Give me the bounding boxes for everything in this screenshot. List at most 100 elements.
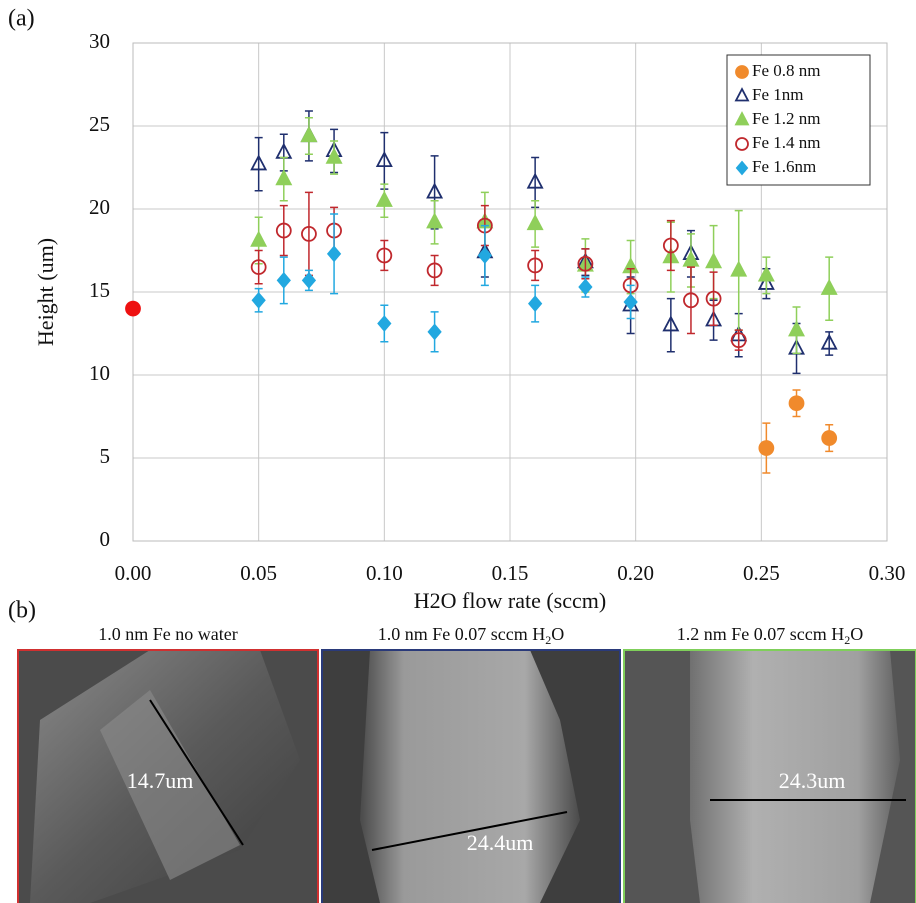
x-tick-label: 0.05 bbox=[240, 561, 277, 585]
caption-part: 2 bbox=[844, 633, 850, 647]
error-bar bbox=[666, 219, 675, 272]
point bbox=[477, 247, 492, 264]
point bbox=[427, 323, 442, 341]
point bbox=[250, 154, 268, 171]
point bbox=[730, 332, 747, 349]
point bbox=[820, 278, 838, 295]
legend-marker bbox=[734, 87, 750, 102]
point bbox=[250, 230, 268, 247]
legend-marker bbox=[735, 137, 749, 151]
point bbox=[705, 290, 722, 307]
caption-part: 2 bbox=[545, 633, 551, 647]
point bbox=[250, 259, 267, 276]
point bbox=[526, 172, 544, 189]
point bbox=[820, 333, 838, 350]
legend-label: Fe 1.6nm bbox=[752, 157, 816, 176]
point bbox=[426, 262, 443, 279]
sem-image bbox=[624, 650, 916, 903]
image-border bbox=[17, 649, 319, 903]
caption-part: O bbox=[551, 624, 564, 644]
error-bar bbox=[430, 254, 439, 287]
legend-marker bbox=[734, 111, 750, 126]
point bbox=[276, 271, 291, 289]
caption-part: 1.2 nm Fe 0.07 sccm H bbox=[677, 624, 844, 644]
point bbox=[426, 182, 444, 199]
point bbox=[662, 237, 679, 254]
point bbox=[375, 150, 393, 168]
x-tick-label: 0.30 bbox=[869, 561, 906, 585]
point bbox=[578, 278, 593, 296]
error-bar bbox=[531, 249, 540, 282]
sem-image bbox=[322, 650, 620, 903]
caption-part: O bbox=[850, 624, 863, 644]
point bbox=[577, 255, 594, 272]
sem-image bbox=[18, 650, 318, 903]
x-axis-label: H2O flow rate (sccm) bbox=[414, 588, 606, 613]
y-tick-label: 10 bbox=[89, 361, 110, 385]
error-bar bbox=[531, 156, 540, 209]
legend-label: Fe 1.2 nm bbox=[752, 109, 820, 128]
error-bar bbox=[380, 131, 389, 190]
point bbox=[376, 247, 393, 264]
point bbox=[730, 260, 748, 277]
point bbox=[275, 169, 293, 186]
y-tick-label: 25 bbox=[89, 112, 110, 136]
x-tick-label: 0.10 bbox=[366, 561, 403, 585]
measure-label: 24.4um bbox=[467, 830, 534, 855]
x-tick-label: 0.15 bbox=[492, 561, 529, 585]
point bbox=[682, 250, 700, 267]
error-bar bbox=[666, 297, 675, 353]
point bbox=[300, 125, 318, 143]
measure-arrow bbox=[371, 811, 568, 851]
point bbox=[426, 212, 444, 229]
point bbox=[821, 430, 838, 446]
point bbox=[125, 300, 141, 317]
x-tick-label: 0.20 bbox=[617, 561, 654, 585]
legend-marker bbox=[735, 65, 749, 79]
caption-part: 1.0 nm Fe no water bbox=[98, 624, 237, 644]
point bbox=[526, 213, 544, 231]
point bbox=[527, 257, 544, 274]
measure-label: 24.3um bbox=[779, 768, 846, 793]
panel-label: (b) bbox=[8, 598, 36, 624]
point bbox=[326, 245, 342, 263]
measure-label: 14.7um bbox=[127, 768, 194, 793]
plot-frame bbox=[132, 42, 888, 542]
measure-arrow bbox=[149, 699, 244, 846]
point bbox=[528, 295, 543, 313]
point bbox=[251, 291, 266, 309]
point bbox=[275, 222, 292, 239]
y-tick-label: 30 bbox=[89, 29, 110, 53]
image-caption: 1.0 nm Fe 0.07 sccm H2O bbox=[378, 624, 564, 647]
y-tick-label: 20 bbox=[89, 195, 110, 219]
error-bar bbox=[380, 239, 389, 272]
legend-label: Fe 1nm bbox=[752, 85, 803, 104]
point bbox=[757, 265, 775, 282]
point bbox=[788, 320, 806, 337]
image-border bbox=[623, 649, 916, 903]
y-tick-label: 5 bbox=[100, 444, 111, 468]
point bbox=[683, 292, 699, 309]
point bbox=[623, 293, 638, 311]
legend-label: Fe 0.8 nm bbox=[752, 61, 820, 80]
y-tick-label: 15 bbox=[89, 278, 110, 302]
error-bar bbox=[709, 271, 718, 326]
image-caption: 1.2 nm Fe 0.07 sccm H2O bbox=[677, 624, 863, 647]
legend-box bbox=[726, 54, 871, 186]
y-axis-label: Height (um) bbox=[33, 238, 58, 346]
error-bar bbox=[254, 136, 263, 192]
point bbox=[301, 271, 317, 289]
error-bar bbox=[686, 266, 695, 335]
legend-marker bbox=[735, 160, 749, 176]
image-caption: 1.0 nm Fe no water bbox=[98, 624, 237, 644]
point bbox=[705, 252, 723, 269]
point bbox=[758, 440, 775, 456]
image-border bbox=[321, 649, 621, 903]
error-bar bbox=[254, 249, 263, 285]
point bbox=[377, 315, 392, 332]
x-tick-label: 0.25 bbox=[743, 561, 780, 585]
legend-label: Fe 1.4 nm bbox=[752, 133, 820, 152]
point bbox=[662, 315, 680, 332]
point bbox=[788, 395, 805, 412]
